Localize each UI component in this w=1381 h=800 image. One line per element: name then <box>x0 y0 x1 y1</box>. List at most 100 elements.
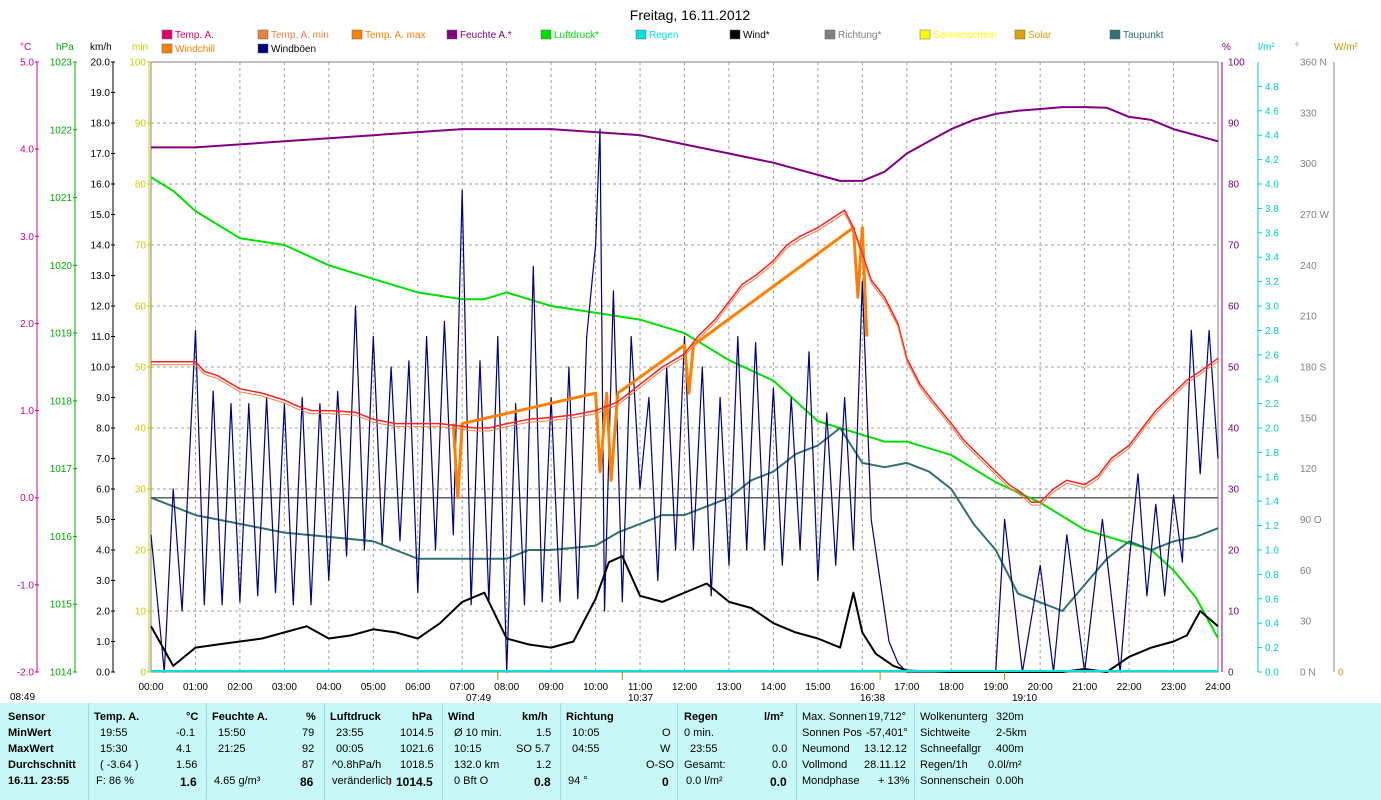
axis-tick-label: 240 <box>1300 261 1317 272</box>
temp-avg-note: ( -3.64 ) <box>100 759 139 771</box>
humidity-max-value: 92 <box>302 743 315 755</box>
astro-label: Neumond <box>802 743 850 755</box>
axis-tick-label: 50 <box>1228 363 1240 374</box>
axis-tick-label: 9.0 <box>96 393 110 404</box>
astro-value: 13.12.12 <box>864 743 907 755</box>
wind-unit: km/h <box>522 711 548 723</box>
axis-tick-label: 3.6 <box>1265 228 1279 239</box>
separator <box>677 703 678 800</box>
arrow-down-icon: ↓ <box>386 773 393 788</box>
wind-title: Wind <box>448 711 475 723</box>
axis-tick-label: 5.0 <box>96 515 110 526</box>
axis-tick-label: 0 <box>1228 668 1234 679</box>
misc-value: 0.00h <box>996 775 1024 787</box>
sensor-title: Sensor <box>8 711 46 723</box>
rain-total-value: 0.0 <box>772 759 788 771</box>
marker-label: 19:10 <box>1012 693 1037 703</box>
wind-avg-label: Ø 10 min. <box>454 727 502 739</box>
axis-tick-label: 4.0 <box>96 546 110 557</box>
x-tick-label: 09:00 <box>539 682 564 693</box>
astro-label: Max. Sonnen <box>802 711 867 723</box>
axis-tick-label: 3.0 <box>20 232 34 243</box>
pressure-min-time: 23:55 <box>336 727 364 739</box>
axis-tick-label: 50 <box>135 363 147 374</box>
pressure-current-value: 1014.5 <box>396 775 433 789</box>
axis-tick-label: 20 <box>135 546 147 557</box>
axis-tick-label: 100 <box>129 58 146 69</box>
series-line <box>151 212 1219 506</box>
separator <box>914 703 915 800</box>
misc-value: 0.0l/m² <box>988 759 1022 771</box>
temp-current-value: 1.6 <box>180 775 197 789</box>
x-tick-label: 15:00 <box>805 682 830 693</box>
legend-label: Richtung* <box>838 30 881 41</box>
axis-tick-label: 4.8 <box>1265 82 1279 93</box>
axis-tick-label: 2.6 <box>1265 350 1279 361</box>
legend-swatch <box>446 29 458 40</box>
axis-tick-label: 4.4 <box>1265 131 1279 142</box>
x-tick-label: 17:00 <box>894 682 919 693</box>
misc-value: 2-5km <box>996 727 1027 739</box>
temp-current-note: F: 86 % <box>96 775 134 787</box>
series-line <box>451 226 869 500</box>
humidity-max-time: 21:25 <box>218 743 246 755</box>
rain-current-value: 0.0 <box>770 775 787 789</box>
legend-label: Taupunkt <box>1123 30 1164 41</box>
misc-label: Regen/1h <box>920 759 968 771</box>
separator <box>560 703 561 800</box>
pressure-avg-value: 1018.5 <box>400 759 434 771</box>
separator <box>796 703 797 800</box>
direction-time1: 10:05 <box>572 727 600 739</box>
legend-label: Luftdruck* <box>554 30 599 41</box>
axis-tick-label: 30 <box>135 485 147 496</box>
axis-title: l/m² <box>1258 42 1275 53</box>
axis-tick-label: 0.2 <box>1265 643 1279 654</box>
axis-tick-label: 2.8 <box>1265 326 1279 337</box>
axis-tick-label: 8.0 <box>96 424 110 435</box>
rain-title: Regen <box>684 711 718 723</box>
astro-value: 19,712° <box>868 711 907 723</box>
marker-label: 07:49 <box>466 693 491 703</box>
legend-swatch <box>257 29 269 40</box>
x-tick-label: 01:00 <box>183 682 208 693</box>
axis-tick-label: 60 <box>135 302 147 313</box>
axis-tick-label: 1014 <box>50 668 73 679</box>
x-tick-label: 16:00 <box>850 682 875 693</box>
legend-swatch <box>824 29 836 40</box>
direction-value2: W <box>660 743 671 755</box>
axis-tick-label: 10.0 <box>91 363 111 374</box>
rain-unit: l/m² <box>764 711 784 723</box>
temp-avg-value: 1.56 <box>176 759 198 771</box>
axis-tick-label: 16.0 <box>91 180 111 191</box>
direction-value1: O <box>662 727 671 739</box>
axis-tick-label: 270 W <box>1300 210 1329 221</box>
legend-label: Temp. A. max <box>365 30 426 41</box>
axis-tick-label: 4.0 <box>1265 180 1279 191</box>
legend-label: Windchill <box>175 44 215 55</box>
wind-current-value: 0.8 <box>534 775 551 789</box>
wind-distance: 132.0 km <box>454 759 500 771</box>
direction-degrees: 94 ° <box>568 775 588 787</box>
x-tick-label: 07:00 <box>450 682 475 693</box>
x-tick-label: 20:00 <box>1028 682 1053 693</box>
separator <box>206 703 207 800</box>
x-tick-label: 19:00 <box>983 682 1008 693</box>
axis-tick-label: 80 <box>1228 180 1240 191</box>
axis-tick-label: 150 <box>1300 413 1317 424</box>
axis-tick-label: -2.0 <box>17 668 35 679</box>
axis-tick-label: 4.6 <box>1265 106 1279 117</box>
legend-label: Feuchte A.* <box>460 30 512 41</box>
pressure-max-time: 00:05 <box>336 743 364 755</box>
axis-tick-label: 70 <box>135 241 147 252</box>
axis-tick-label: 0 N <box>1300 668 1316 679</box>
humidity-avg-value: 87 <box>302 759 315 771</box>
axis-tick-label: 300 <box>1300 159 1317 170</box>
temp-min-time: 19:55 <box>100 727 128 739</box>
axis-tick-label: 1022 <box>50 125 73 136</box>
astro-value: + 13% <box>878 775 910 787</box>
axis-tick-label: 0 <box>1338 668 1344 679</box>
axis-tick-label: 10 <box>1228 607 1240 618</box>
wind-beaufort: 0 Bft O <box>454 775 489 787</box>
astro-label: Mondphase <box>802 775 860 787</box>
axis-tick-label: 1018 <box>50 396 73 407</box>
